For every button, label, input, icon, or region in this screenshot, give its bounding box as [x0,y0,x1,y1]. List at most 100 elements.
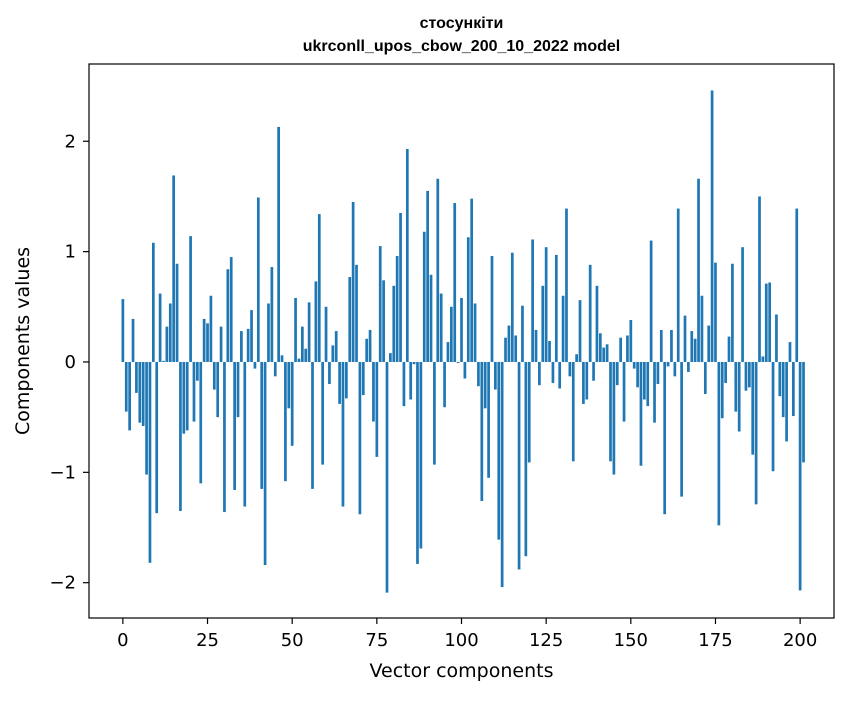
bar [124,361,128,412]
bar [243,361,247,507]
bar [605,344,609,362]
bar [781,361,785,418]
bar [643,361,646,400]
bar [517,361,521,570]
bar [341,361,345,507]
bar [294,297,297,362]
bar [185,361,189,431]
bar [155,361,159,514]
bar [615,361,619,386]
bar [240,331,243,362]
bar [456,361,460,364]
bar [595,285,599,362]
y-tick-label: 1 [65,242,76,263]
bar [412,361,416,365]
bar [175,263,179,362]
bar [544,247,548,362]
bar [433,361,436,465]
bar [182,361,186,434]
bar [724,361,727,383]
bar [761,356,765,362]
bar [477,361,480,387]
bar [575,354,578,362]
bar [792,361,795,417]
x-tick-label: 200 [783,630,817,651]
bar [287,361,291,409]
bar [277,126,280,362]
bar [778,361,782,397]
bar [229,257,233,362]
bar [626,335,629,362]
chart-title-line-1: стосункіти [420,15,504,32]
y-tick-label: −1 [49,462,76,483]
bar [521,305,524,362]
bar [659,329,663,362]
bar [470,198,474,362]
bar [172,175,176,362]
bar [734,361,738,412]
bar [392,285,396,362]
bar [372,361,375,422]
bar-series [121,90,805,593]
bar [280,355,284,362]
bar [680,361,683,497]
bar [131,318,135,362]
y-tick-label: 0 [65,352,76,373]
bar [534,329,538,362]
bar [409,361,413,400]
bar [223,361,226,513]
bar [314,281,318,362]
bar [582,361,585,404]
bar [250,310,253,362]
bar [619,337,623,362]
bar [636,361,639,388]
bar [487,361,490,478]
bar [510,252,514,362]
bar [541,285,545,362]
bar [561,295,565,362]
bar [758,196,761,362]
bar [676,208,680,362]
bar [720,361,724,419]
bar [585,361,589,400]
bar [483,361,487,409]
bar [751,361,755,455]
bar [307,302,311,362]
bar [375,361,379,457]
bar [436,178,440,362]
bar [151,242,155,362]
bar [490,256,494,362]
bar [345,361,348,399]
bar [422,231,426,362]
bar [145,361,148,475]
bar [168,303,172,362]
bar [609,361,612,462]
bar [199,361,203,484]
bar [775,314,778,362]
bar [361,361,365,396]
bar [497,361,501,540]
bar [158,293,162,362]
bar [666,361,670,367]
bar [300,326,304,362]
axes: 0 25 50 75 100 125 150 175 200 −2 −1 0 1 2 [49,131,817,651]
bar [531,239,534,362]
bar [355,264,358,362]
bar [673,361,677,377]
bar [331,345,335,362]
bar [494,361,497,390]
bar [554,254,558,362]
bar [683,315,687,362]
bar [768,282,772,362]
bar [602,347,606,362]
bar [273,361,277,377]
bar [538,361,541,386]
bar [202,318,206,362]
bar [385,361,389,593]
bar [219,326,223,362]
y-tick-label: 2 [65,131,76,152]
bar [507,325,511,362]
bar [727,336,731,362]
